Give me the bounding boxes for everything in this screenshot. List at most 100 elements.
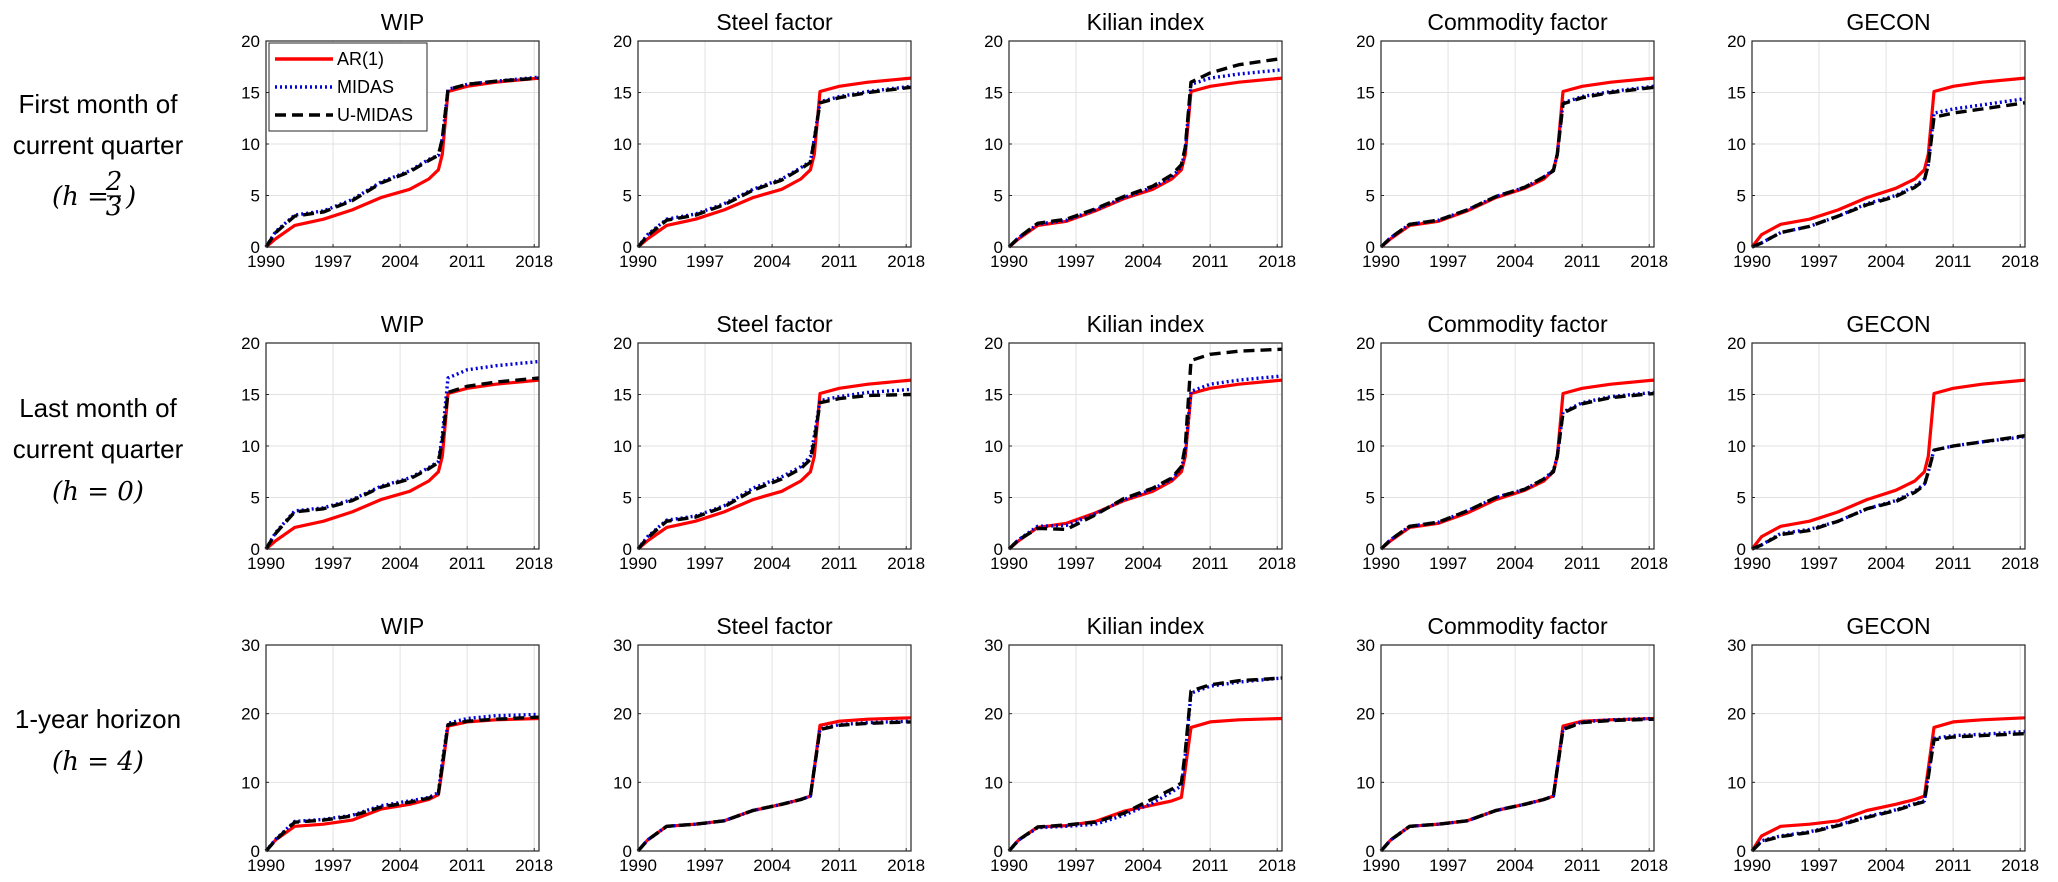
y-tick-label: 15 [1727, 386, 1746, 405]
panel-title: WIP [381, 613, 424, 639]
x-tick-label: 2018 [1630, 856, 1668, 875]
x-tick-label: 1990 [619, 252, 657, 271]
series-line [264, 376, 540, 550]
series-line [1379, 85, 1655, 249]
x-tick-label: 2018 [887, 856, 925, 875]
series-line [264, 715, 540, 853]
y-tick-label: 5 [623, 187, 632, 206]
x-tick-label: 2004 [381, 554, 419, 573]
series-line [1751, 101, 2026, 249]
x-tick-label: 2018 [887, 554, 925, 573]
y-tick-label: 15 [1356, 386, 1375, 405]
y-tick-label: 15 [241, 84, 260, 103]
y-tick-label: 20 [984, 334, 1003, 353]
x-tick-label: 2004 [1124, 554, 1162, 573]
y-tick-label: 0 [1737, 540, 1746, 559]
panel-title: Steel factor [716, 9, 833, 35]
panel: 1990 1997 2004 2011 2018 0 10 20 30 GECON [1727, 613, 2039, 875]
panel: 1990 1997 2004 2011 2018 0 5 10 15 20 GECON [1727, 9, 2039, 271]
x-tick-label: 1990 [247, 252, 285, 271]
y-tick-label: 0 [251, 540, 260, 559]
series-line [1007, 676, 1283, 853]
series-line [1751, 434, 2026, 551]
y-tick-label: 10 [984, 437, 1003, 456]
axes-box [1380, 644, 1655, 852]
x-tick-label: 1990 [619, 856, 657, 875]
x-tick-label: 2004 [381, 252, 419, 271]
series-line [1007, 76, 1283, 249]
x-tick-label: 2018 [1258, 554, 1296, 573]
x-tick-label: 2018 [2001, 554, 2039, 573]
legend-label: AR(1) [337, 49, 384, 69]
x-tick-label: 2018 [2001, 252, 2039, 271]
x-tick-label: 2011 [1564, 252, 1601, 271]
y-tick-label: 20 [1727, 705, 1746, 724]
x-tick-label: 1990 [247, 856, 285, 875]
y-tick-label: 30 [241, 636, 260, 655]
y-tick-label: 15 [1727, 84, 1746, 103]
y-tick-label: 0 [623, 540, 632, 559]
series-line [264, 76, 540, 249]
series-line [264, 359, 540, 550]
x-tick-label: 1997 [314, 856, 352, 875]
panel-title: Commodity factor [1427, 613, 1608, 639]
series-line [1007, 68, 1283, 249]
axes-box [265, 644, 540, 852]
panel: 1990 1997 2004 2011 2018 0 5 10 15 20 Kilian index [984, 311, 1296, 573]
x-tick-label: 2011 [821, 856, 858, 875]
x-tick-label: 1990 [990, 252, 1028, 271]
y-tick-label: 15 [984, 386, 1003, 405]
y-tick-label: 0 [994, 238, 1003, 257]
row-label-horizon: (h = 2 3 ) [52, 167, 136, 222]
y-tick-label: 20 [613, 334, 632, 353]
x-tick-label: 1990 [1733, 856, 1771, 875]
series-line [1750, 378, 2026, 550]
series-line [1751, 97, 2026, 249]
x-tick-label: 2004 [1124, 856, 1162, 875]
series-line [264, 716, 540, 853]
x-tick-label: 2011 [1564, 554, 1601, 573]
x-tick-label: 1997 [1057, 856, 1095, 875]
y-tick-label: 0 [1366, 842, 1375, 861]
x-tick-label: 2011 [1935, 856, 1972, 875]
y-tick-label: 30 [613, 636, 632, 655]
panel-title: Kilian index [1087, 613, 1205, 639]
panel-title: Commodity factor [1427, 311, 1608, 337]
row-label-horizon: (h = 0) [52, 477, 144, 507]
x-tick-label: 1997 [1800, 554, 1838, 573]
row-labels: First month of current quarter (h = 2 3 … [13, 89, 184, 777]
legend-label: U-MIDAS [337, 105, 413, 125]
panel-title: GECON [1846, 613, 1930, 639]
series-line [1750, 76, 2026, 248]
x-tick-label: 2011 [1192, 856, 1229, 875]
series-line [1379, 76, 1655, 249]
panel-title: WIP [381, 9, 424, 35]
y-tick-label: 20 [984, 705, 1003, 724]
x-tick-label: 2018 [515, 856, 553, 875]
y-tick-label: 0 [251, 842, 260, 861]
series-line [1007, 378, 1283, 551]
x-tick-label: 1997 [686, 252, 724, 271]
row-label-line1: First month of [19, 89, 179, 119]
svg-text:3: 3 [106, 192, 123, 222]
x-tick-label: 1997 [1057, 252, 1095, 271]
y-tick-label: 20 [1727, 334, 1746, 353]
x-tick-label: 2004 [753, 554, 791, 573]
y-tick-label: 0 [1366, 540, 1375, 559]
series-line [1379, 391, 1655, 551]
y-tick-label: 10 [241, 437, 260, 456]
x-tick-label: 1990 [619, 554, 657, 573]
y-tick-label: 20 [984, 32, 1003, 51]
axes-box [637, 644, 912, 852]
series-line [1379, 716, 1655, 853]
x-tick-label: 2004 [1867, 252, 1905, 271]
y-tick-label: 5 [623, 489, 632, 508]
x-tick-label: 2018 [1258, 856, 1296, 875]
panel-title: Kilian index [1087, 9, 1205, 35]
row-label-line2: current quarter [13, 434, 184, 464]
panel: 1990 1997 2004 2011 2018 0 5 10 15 20 Commodity fa… [1356, 9, 1668, 271]
panel-title: Steel factor [716, 311, 833, 337]
y-tick-label: 5 [251, 489, 260, 508]
series-line [1750, 729, 2026, 853]
y-tick-label: 30 [984, 636, 1003, 655]
